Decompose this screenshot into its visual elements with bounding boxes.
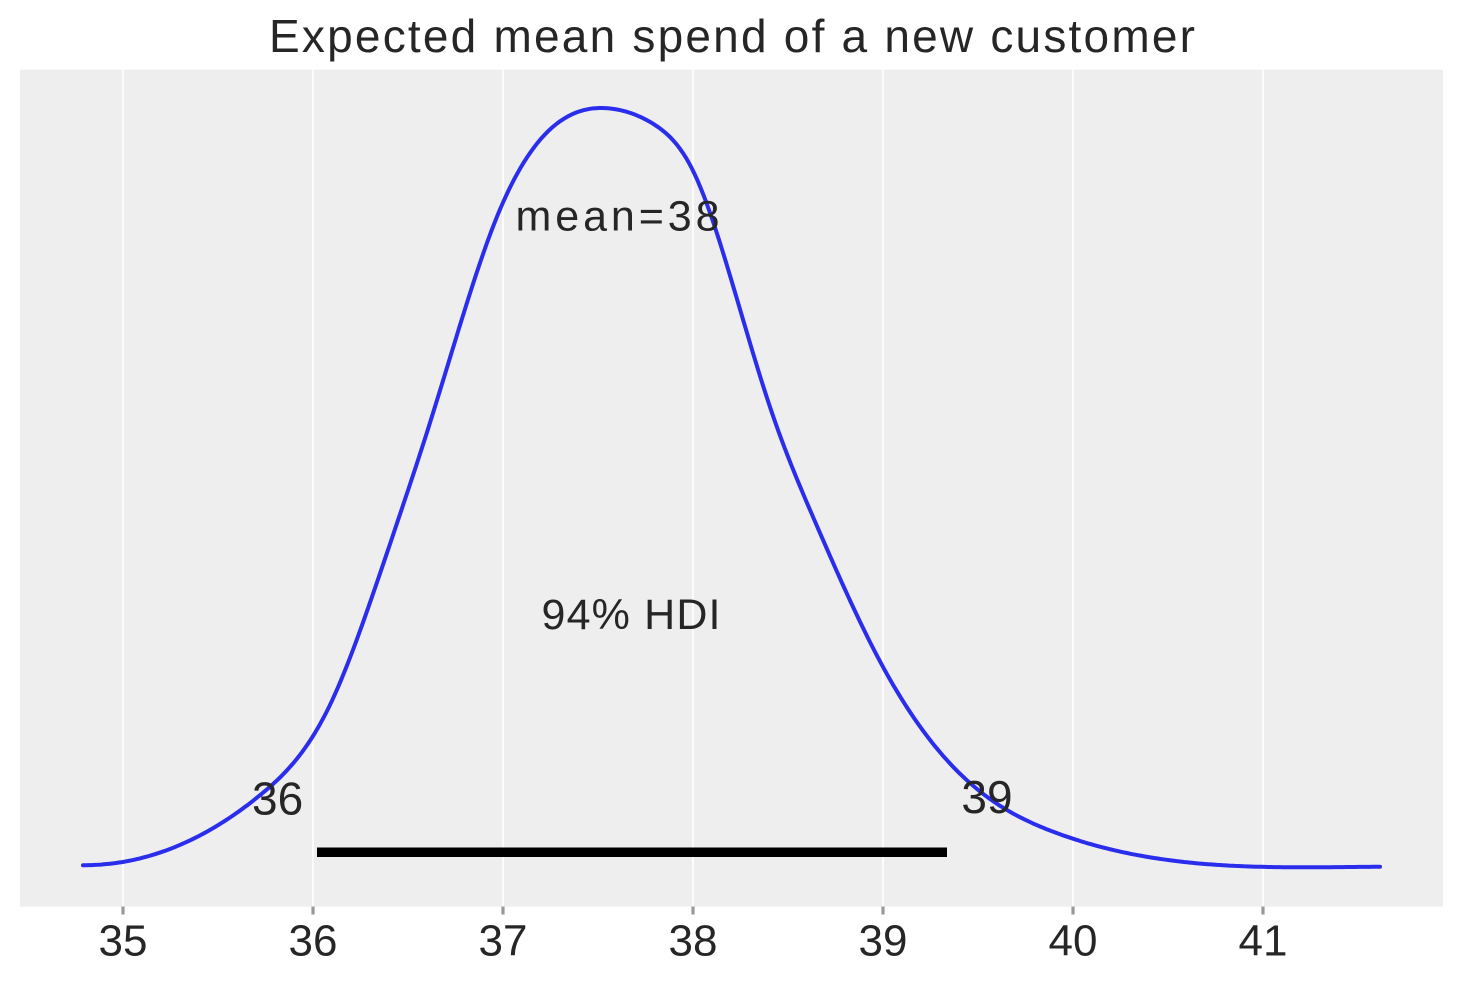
svg-text:Expected mean spend of a new c: Expected mean spend of a new customer <box>269 10 1195 62</box>
svg-text:35: 35 <box>99 917 148 966</box>
svg-text:38: 38 <box>669 917 718 966</box>
svg-text:39: 39 <box>859 917 908 966</box>
svg-text:39: 39 <box>961 771 1012 823</box>
svg-text:37: 37 <box>479 917 528 966</box>
svg-text:mean=38: mean=38 <box>516 193 720 241</box>
svg-text:40: 40 <box>1049 917 1098 966</box>
svg-text:36: 36 <box>252 773 303 825</box>
svg-text:94% HDI: 94% HDI <box>542 591 721 639</box>
svg-text:41: 41 <box>1239 917 1288 966</box>
svg-text:36: 36 <box>289 917 338 966</box>
